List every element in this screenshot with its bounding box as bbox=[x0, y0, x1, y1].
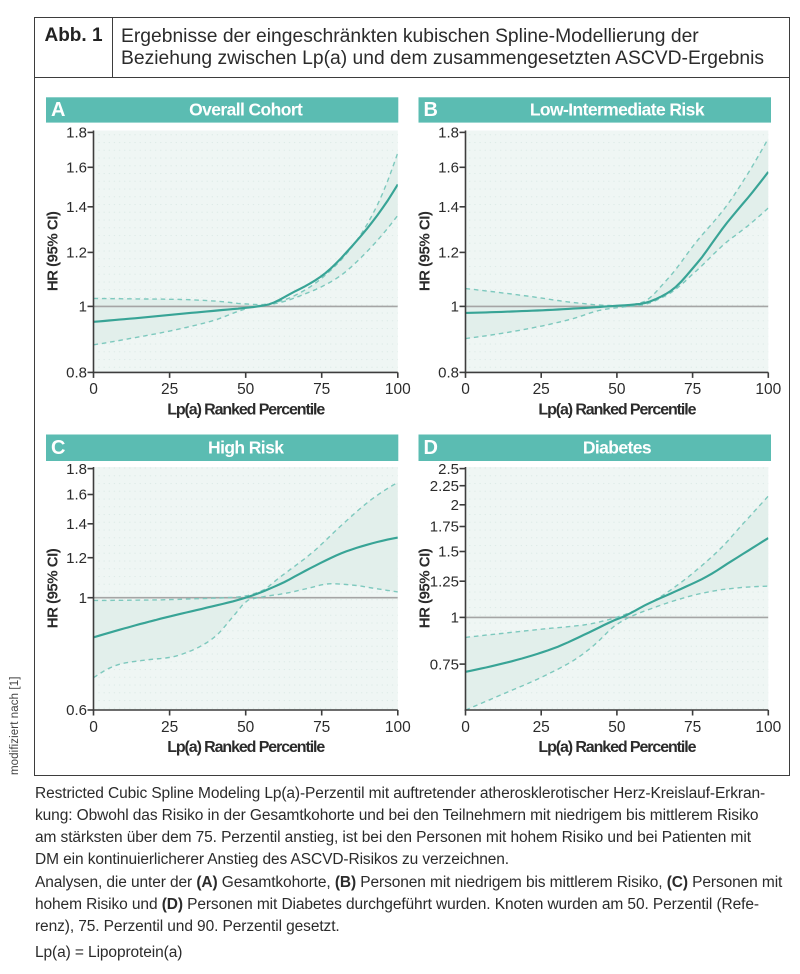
svg-text:Overall Cohort: Overall Cohort bbox=[189, 100, 303, 120]
svg-text:1.2: 1.2 bbox=[66, 550, 87, 567]
svg-text:25: 25 bbox=[533, 719, 550, 736]
svg-text:HR (95% CI): HR (95% CI) bbox=[416, 548, 433, 628]
svg-text:D: D bbox=[424, 437, 438, 459]
svg-text:100: 100 bbox=[755, 381, 781, 398]
svg-text:1: 1 bbox=[451, 299, 459, 316]
svg-text:25: 25 bbox=[161, 381, 178, 398]
svg-text:0.75: 0.75 bbox=[430, 656, 459, 673]
svg-text:0.8: 0.8 bbox=[438, 365, 459, 382]
svg-text:50: 50 bbox=[608, 381, 626, 398]
svg-text:Low-Intermediate Risk: Low-Intermediate Risk bbox=[530, 100, 705, 120]
svg-text:1: 1 bbox=[451, 610, 459, 627]
svg-text:2: 2 bbox=[451, 497, 459, 514]
svg-text:1.4: 1.4 bbox=[438, 199, 459, 216]
svg-text:75: 75 bbox=[684, 719, 701, 736]
svg-text:1.4: 1.4 bbox=[66, 199, 87, 216]
svg-text:HR (95% CI): HR (95% CI) bbox=[416, 211, 433, 291]
svg-text:50: 50 bbox=[237, 719, 255, 736]
svg-text:1.75: 1.75 bbox=[430, 519, 459, 536]
svg-text:25: 25 bbox=[161, 719, 178, 736]
svg-text:1.4: 1.4 bbox=[66, 516, 87, 533]
svg-text:2.5: 2.5 bbox=[438, 461, 459, 478]
svg-text:Lp(a) Ranked Percentile: Lp(a) Ranked Percentile bbox=[538, 739, 696, 756]
svg-text:100: 100 bbox=[755, 719, 781, 736]
svg-text:1.6: 1.6 bbox=[438, 160, 459, 177]
svg-text:Diabetes: Diabetes bbox=[583, 438, 652, 458]
svg-text:1.8: 1.8 bbox=[66, 125, 87, 142]
svg-text:C: C bbox=[51, 437, 65, 459]
svg-text:A: A bbox=[51, 99, 65, 121]
svg-text:50: 50 bbox=[237, 381, 255, 398]
svg-text:50: 50 bbox=[608, 719, 626, 736]
svg-text:0: 0 bbox=[89, 381, 98, 398]
svg-text:Lp(a) Ranked Percentile: Lp(a) Ranked Percentile bbox=[167, 739, 325, 756]
svg-text:0: 0 bbox=[461, 719, 470, 736]
svg-text:75: 75 bbox=[313, 381, 330, 398]
svg-text:1: 1 bbox=[79, 299, 87, 316]
svg-text:1.2: 1.2 bbox=[66, 245, 87, 262]
svg-text:0: 0 bbox=[89, 719, 98, 736]
svg-text:75: 75 bbox=[684, 381, 701, 398]
svg-text:1: 1 bbox=[79, 590, 87, 607]
svg-text:High Risk: High Risk bbox=[208, 438, 284, 458]
svg-text:0.6: 0.6 bbox=[66, 702, 87, 719]
svg-text:1.6: 1.6 bbox=[66, 487, 87, 504]
svg-text:1.6: 1.6 bbox=[66, 160, 87, 177]
svg-text:100: 100 bbox=[385, 719, 411, 736]
svg-text:Lp(a) Ranked Percentile: Lp(a) Ranked Percentile bbox=[538, 401, 696, 418]
svg-text:25: 25 bbox=[533, 381, 550, 398]
svg-text:HR (95% CI): HR (95% CI) bbox=[44, 548, 61, 628]
svg-text:100: 100 bbox=[385, 381, 411, 398]
svg-text:2.25: 2.25 bbox=[430, 478, 459, 495]
svg-text:1.5: 1.5 bbox=[438, 544, 459, 561]
svg-text:1.8: 1.8 bbox=[66, 461, 87, 478]
svg-text:1.25: 1.25 bbox=[430, 573, 459, 590]
svg-text:1.8: 1.8 bbox=[438, 125, 459, 142]
svg-text:75: 75 bbox=[313, 719, 330, 736]
svg-text:HR (95% CI): HR (95% CI) bbox=[44, 211, 61, 291]
svg-text:B: B bbox=[424, 99, 438, 121]
svg-text:1.2: 1.2 bbox=[438, 245, 459, 262]
svg-text:Lp(a) Ranked Percentile: Lp(a) Ranked Percentile bbox=[167, 401, 325, 418]
svg-text:0.8: 0.8 bbox=[66, 365, 87, 382]
svg-text:0: 0 bbox=[461, 381, 470, 398]
